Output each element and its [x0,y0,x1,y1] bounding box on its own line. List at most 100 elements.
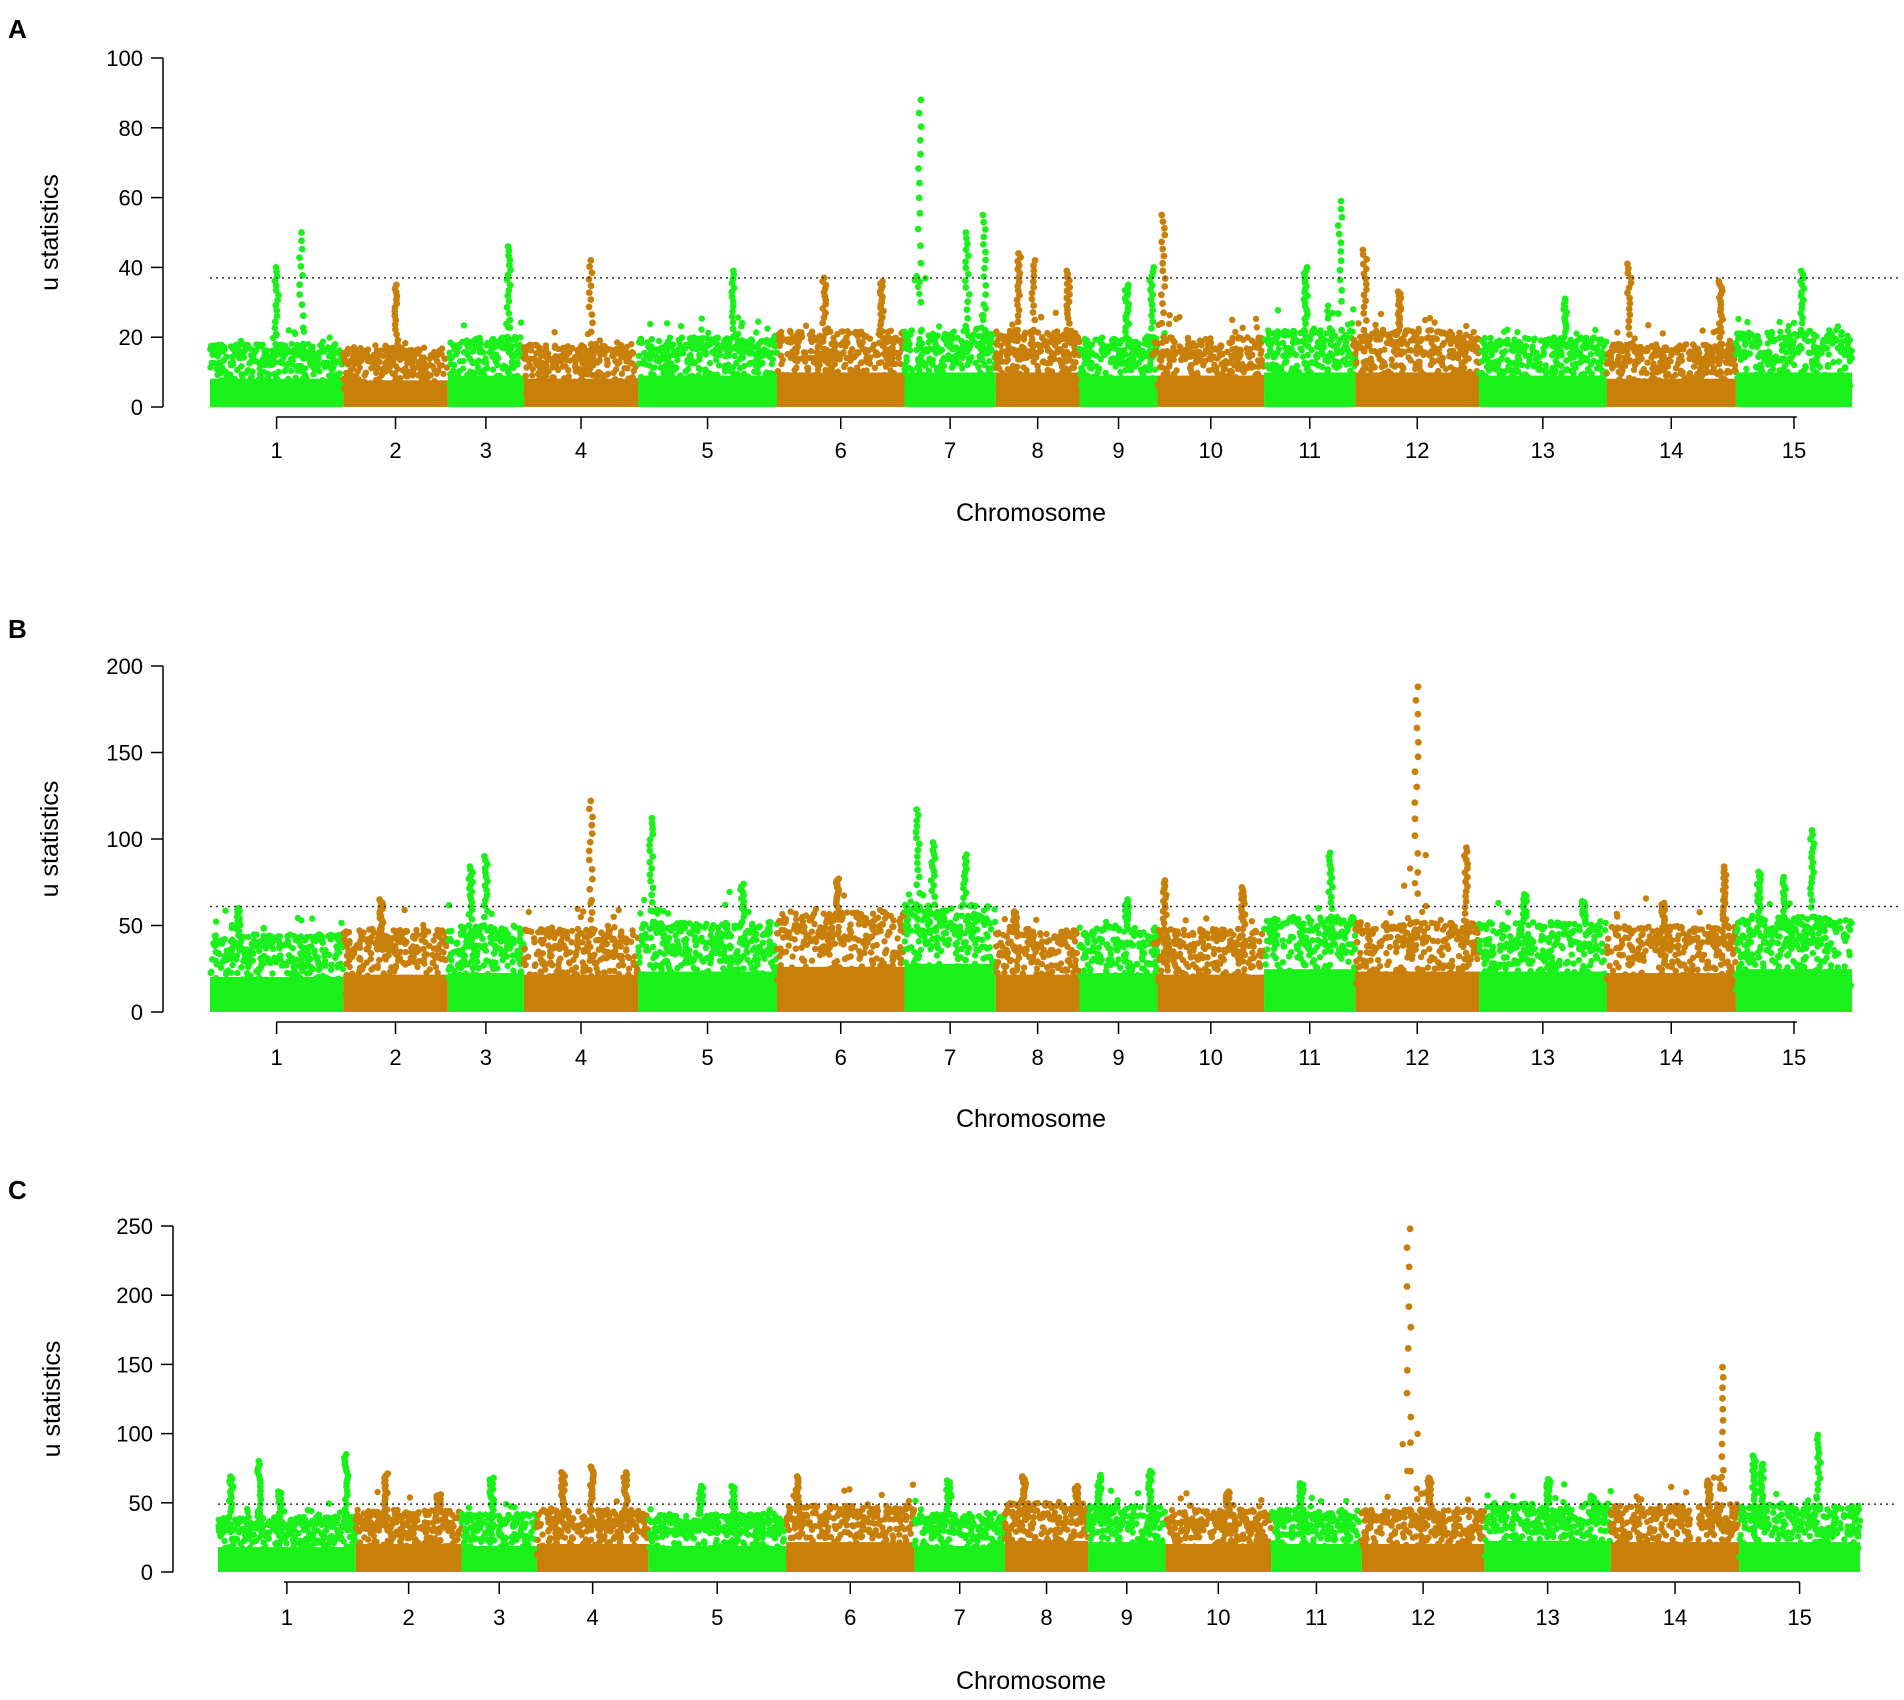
snp-point [972,359,979,367]
snp-point [360,978,368,985]
snp-point [799,382,806,389]
peak-shoulder-point [958,349,966,356]
peak-point [505,310,513,317]
peak-shoulder-point [578,342,585,350]
peak-shoulder-point [379,946,386,954]
snp-point [422,368,429,375]
snp-point [1501,328,1508,335]
snp-point [1439,377,1447,384]
peak-shoulder-point [1706,349,1713,357]
peak-shoulder-point [1289,339,1297,346]
snp-point [379,369,386,376]
snp-point [1463,322,1470,330]
snp-point [1593,365,1601,372]
snp-point [1388,339,1395,346]
snp-point [1588,338,1595,345]
snp-point [1058,369,1066,376]
snp-point [1622,380,1629,387]
snp-point [1537,337,1545,344]
peak-shoulder-point [879,342,886,349]
snp-point [1779,377,1787,384]
snp-point [1062,358,1070,365]
snp-point [1386,331,1393,338]
peak-point [587,257,595,264]
snp-point [630,367,637,375]
snp-point [1070,364,1078,371]
peak-shoulder-point [980,336,987,344]
snp-point [1526,360,1533,367]
snp-point [881,371,888,379]
snp-point [219,384,227,392]
snp-point [293,981,301,988]
snp-point [448,354,455,361]
snp-point [541,352,548,359]
snp-point [319,377,326,384]
peak-point [503,303,511,311]
snp-point [356,955,363,963]
peak-shoulder-point [1028,336,1036,343]
peak-point [298,245,306,253]
snp-point [441,980,448,987]
snp-point [416,347,423,354]
snp-point [816,357,823,364]
snp-point [577,389,584,397]
snp-point [281,941,289,948]
snp-point [1676,389,1684,396]
snp-point [610,369,617,377]
peak-shoulder-point [517,319,525,326]
snp-point [1283,357,1290,365]
snp-point [314,351,321,359]
snp-point [1569,361,1577,368]
snp-point [529,372,536,379]
snp-point [542,342,550,349]
snp-point [737,389,744,396]
snp-point [899,376,906,383]
snp-point [698,326,705,333]
snp-point [221,346,228,353]
peak-point [916,209,924,217]
snp-point [722,353,729,360]
snp-point [325,344,332,352]
snp-point [1033,373,1041,381]
snp-point [1825,351,1832,358]
peak-point [962,283,970,291]
snp-point [311,947,318,954]
snp-point [1635,377,1642,385]
snp-point [342,938,349,945]
snp-point [229,961,236,969]
snp-point [667,375,675,382]
snp-point [210,940,217,947]
snp-point [1387,370,1395,377]
snp-point [794,343,802,350]
snp-point [474,363,482,371]
peak-shoulder-point [1072,339,1080,346]
snp-point [1686,370,1694,377]
snp-point [332,976,339,984]
snp-point [578,375,585,383]
snp-point [887,327,895,334]
snp-point [1809,381,1816,388]
snp-point [778,328,785,336]
peak-shoulder-point [286,348,293,355]
peak-shoulder-point [1795,344,1802,352]
peak-shoulder-point [1348,320,1356,327]
snp-point [567,346,574,353]
snp-point [1821,344,1828,352]
peak-point [964,315,972,322]
peak-shoulder-point [1724,352,1732,360]
snp-point [1478,358,1486,365]
peak-point [917,259,925,267]
snp-point [1608,359,1616,366]
snp-point [744,373,752,380]
snp-point [1630,366,1638,374]
snp-point [813,349,820,356]
snp-point [738,323,745,330]
snp-point [1649,365,1656,372]
snp-point [312,988,320,995]
snp-point [285,375,292,383]
snp-point [223,968,230,976]
snp-point [421,951,428,958]
snp-point [788,383,796,391]
peak-shoulder-point [299,350,306,358]
snp-point [1167,354,1174,361]
